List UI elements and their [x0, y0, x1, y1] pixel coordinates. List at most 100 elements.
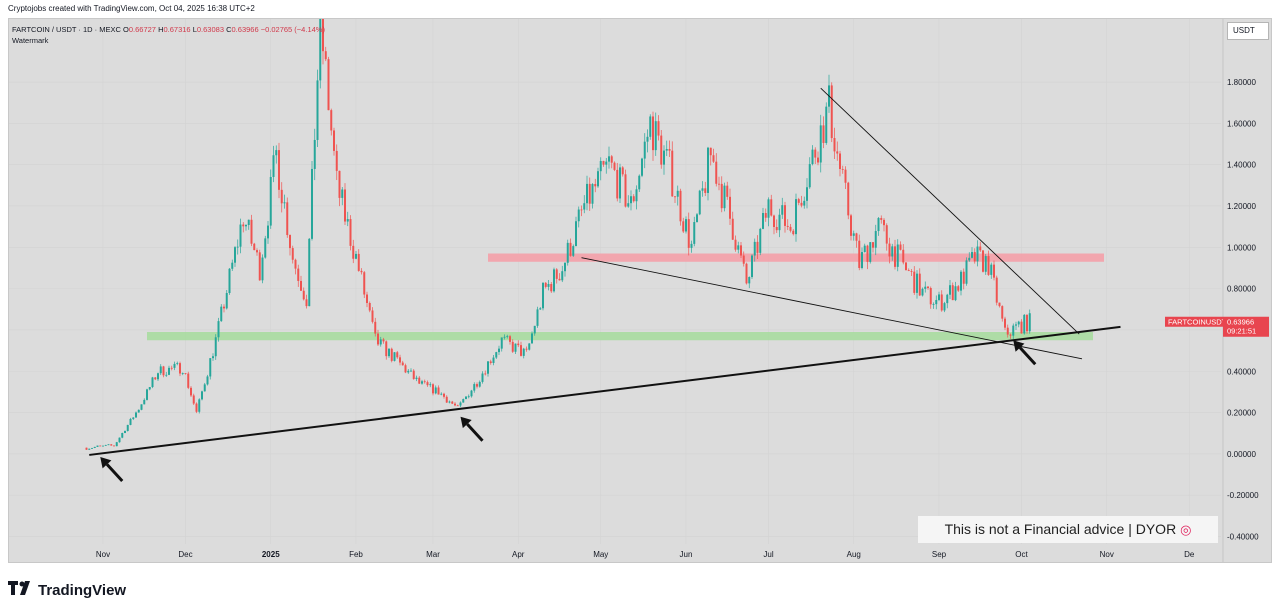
- candle-body: [107, 444, 110, 446]
- candle-body: [852, 233, 855, 236]
- tradingview-logo[interactable]: TradingView: [8, 580, 126, 600]
- currency-selector[interactable]: USDT: [1227, 22, 1269, 40]
- candle-body: [632, 196, 635, 202]
- candle-body: [861, 252, 863, 268]
- candle-body: [723, 185, 726, 209]
- candle-body: [987, 256, 990, 275]
- candle-body: [679, 190, 682, 222]
- candle-body: [773, 215, 775, 227]
- candle-body: [883, 219, 885, 226]
- candle-body: [910, 271, 913, 272]
- price-chart[interactable]: 1.80000 1.60000 1.40000 1.20000 1.00000 0.800…: [9, 19, 1271, 562]
- disclaimer-text: This is not a Financial advice | DYOR: [944, 521, 1177, 537]
- candle-body: [907, 270, 910, 272]
- candle-body: [825, 106, 828, 143]
- candle-body: [437, 387, 440, 395]
- candle-body: [382, 339, 385, 342]
- symbol-tag-text: FARTCOINUSDT: [1168, 318, 1227, 327]
- candle-body: [663, 150, 665, 165]
- candle-body: [245, 225, 247, 227]
- candle-body: [982, 250, 984, 272]
- candle-body: [355, 253, 357, 259]
- candle-body: [256, 250, 258, 253]
- candle-body: [701, 188, 704, 191]
- arrow-head: [460, 416, 472, 429]
- candle-body: [594, 184, 597, 187]
- candle-body: [1017, 321, 1020, 325]
- candle-body: [459, 402, 462, 406]
- candle-body: [803, 200, 806, 206]
- price-axis: 1.80000 1.60000 1.40000 1.20000 1.00000 0.800…: [1222, 19, 1259, 562]
- candle-body: [539, 308, 542, 310]
- candle-body: [921, 288, 924, 296]
- support-zone: [147, 332, 1093, 341]
- candle-body: [525, 348, 528, 350]
- candle-body: [203, 384, 206, 392]
- candle-body: [366, 294, 368, 303]
- candle-body: [993, 264, 995, 278]
- candle-body: [137, 409, 140, 413]
- candle-body: [410, 370, 412, 372]
- candle-body: [349, 219, 352, 246]
- candle-body: [404, 365, 407, 373]
- candle-body: [275, 150, 278, 156]
- x-tick-label: Feb: [349, 550, 363, 559]
- candle-body: [184, 373, 187, 374]
- candle-body: [135, 412, 137, 418]
- candle-body: [104, 444, 107, 446]
- candle-body: [575, 221, 577, 247]
- y-tick-label: 1.00000: [1227, 243, 1256, 252]
- candle-body: [140, 404, 143, 410]
- candle-body: [258, 252, 261, 281]
- candle-body: [99, 445, 102, 447]
- candle-body: [121, 433, 124, 438]
- candle-body: [159, 366, 162, 374]
- candle-body: [973, 252, 976, 262]
- candle-body: [500, 337, 503, 349]
- candle-body: [115, 442, 118, 447]
- candle-body: [168, 367, 170, 375]
- candle-body: [855, 233, 858, 241]
- x-tick-label: De: [1184, 550, 1195, 559]
- candle-body: [170, 367, 173, 369]
- candle-body: [377, 333, 379, 345]
- chart-pane[interactable]: 1.80000 1.60000 1.40000 1.20000 1.00000 0.800…: [8, 18, 1272, 563]
- candle-body: [597, 171, 599, 187]
- candle-body: [143, 399, 146, 405]
- candle-body: [335, 150, 338, 171]
- candle-body: [918, 273, 921, 296]
- symbol-legend[interactable]: FARTCOIN / USDT · 1D · MEXC O0.66727 H0.…: [12, 25, 325, 34]
- candle-body: [756, 241, 759, 253]
- candle-body: [797, 199, 800, 203]
- candle-body: [764, 212, 767, 218]
- candle-body: [308, 238, 311, 307]
- candle-body: [550, 283, 553, 292]
- candle-body: [621, 167, 624, 175]
- candle-body: [388, 348, 390, 357]
- candle-body: [822, 125, 825, 143]
- candle-body: [652, 116, 654, 151]
- candle-body: [407, 370, 410, 373]
- candle-body: [753, 241, 756, 256]
- candle-body: [327, 59, 330, 111]
- candle-body: [448, 401, 451, 403]
- x-tick-label: Sep: [932, 550, 947, 559]
- y-tick-label: 0.40000: [1227, 367, 1256, 376]
- x-tick-label: Oct: [1015, 550, 1028, 559]
- candle-body: [124, 430, 126, 434]
- candle-body: [344, 189, 346, 222]
- candle-body: [470, 390, 473, 397]
- candle-body: [935, 299, 938, 305]
- candle-body: [443, 393, 445, 397]
- y-tick-label: 0.80000: [1227, 285, 1256, 294]
- candle-body: [126, 424, 129, 431]
- candle-body: [531, 333, 533, 344]
- candle-body: [583, 203, 586, 210]
- candle-body: [962, 271, 965, 284]
- candle-body: [616, 169, 619, 199]
- candle-body: [363, 272, 366, 295]
- candle-body: [206, 376, 209, 385]
- candle-body: [641, 158, 643, 176]
- candle-body: [737, 245, 740, 250]
